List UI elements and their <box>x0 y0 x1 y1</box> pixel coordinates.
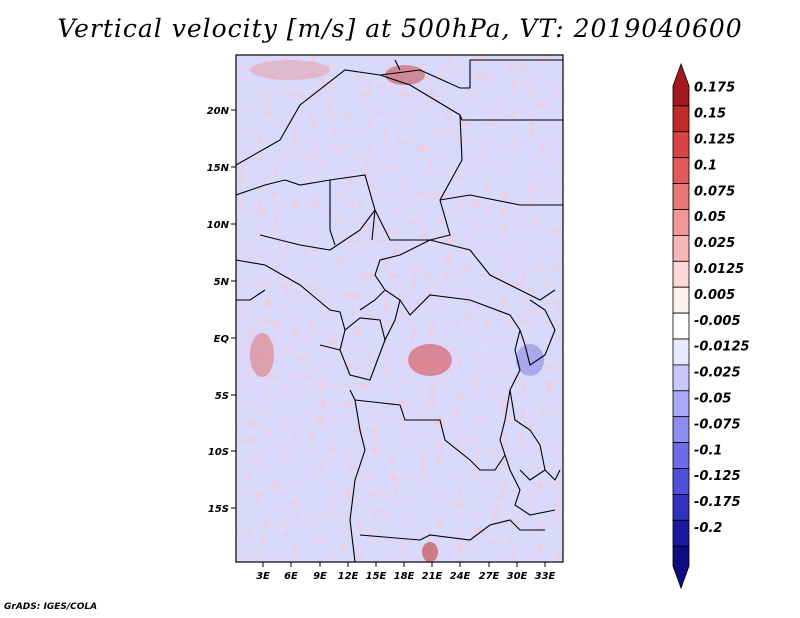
colorbar: 0.175 0.15 0.125 0.1 0.075 0.05 0.025 0.0125 0.0… <box>672 62 750 590</box>
lon-label: 24E <box>450 571 471 582</box>
colorbar-label: -0.05 <box>694 392 731 407</box>
colorbar-label: -0.125 <box>694 469 741 484</box>
colorbar-swatch <box>672 390 690 418</box>
lon-label: 21E <box>422 571 443 582</box>
lon-label: 12E <box>338 571 359 582</box>
colorbar-swatch <box>672 519 690 547</box>
colorbar-label: -0.025 <box>694 366 741 381</box>
colorbar-label: 0.125 <box>694 133 735 148</box>
longitude-axis: 3E 6E 9E 12E 15E 18E 21E 24E 27E 30E 33E <box>256 562 556 582</box>
colorbar-swatch <box>672 105 690 133</box>
lat-label: 20N <box>207 106 230 117</box>
lon-label: 30E <box>507 571 528 582</box>
lon-label: 33E <box>535 571 556 582</box>
colorbar-label: -0.2 <box>694 521 722 536</box>
colorbar-label: -0.075 <box>694 417 741 432</box>
latitude-axis: 20N 15N 10N 5N EQ 5S 10S 15S <box>207 106 236 515</box>
lon-label: 15E <box>366 571 387 582</box>
colorbar-label: -0.005 <box>694 314 741 329</box>
chart-title: Vertical velocity [m/s] at 500hPa, VT: 2… <box>57 14 743 43</box>
colorbar-swatch <box>672 157 690 184</box>
colorbar-swatch <box>672 183 690 210</box>
colorbar-swatch <box>672 209 690 236</box>
colorbar-swatch <box>672 62 690 107</box>
colorbar-swatch <box>672 131 690 159</box>
lon-label: 9E <box>313 571 327 582</box>
colorbar-label: 0.0125 <box>694 262 744 277</box>
colorbar-label: 0.175 <box>694 81 735 96</box>
map-field <box>236 55 563 562</box>
lon-label: 18E <box>394 571 415 582</box>
colorbar-label: 0.15 <box>694 107 726 122</box>
map-frame <box>235 54 564 563</box>
colorbar-label: 0.025 <box>694 236 735 251</box>
colorbar-swatch <box>672 312 690 340</box>
lon-label: 27E <box>479 571 500 582</box>
lat-label: 5N <box>214 277 230 288</box>
colorbar-swatch <box>672 234 690 262</box>
colorbar-swatch <box>672 442 690 469</box>
colorbar-swatch <box>672 260 690 288</box>
lat-label: EQ <box>214 334 230 345</box>
colorbar-label: -0.1 <box>694 443 722 458</box>
lon-label: 3E <box>256 571 270 582</box>
colorbar-label: -0.0125 <box>694 340 750 355</box>
lon-label: 6E <box>284 571 298 582</box>
colorbar-label: 0.005 <box>694 288 735 303</box>
colorbar-swatch <box>672 493 690 521</box>
colorbar-swatch <box>672 416 690 444</box>
colorbar-swatch <box>672 338 690 366</box>
colorbar-label: -0.175 <box>694 495 741 510</box>
colorbar-swatch <box>672 364 690 392</box>
credit-text: GrADS: IGES/COLA <box>4 602 98 612</box>
colorbar-swatch <box>672 545 690 590</box>
lat-label: 15S <box>208 504 229 515</box>
colorbar-label: 0.05 <box>694 210 726 225</box>
country-boundaries <box>236 59 563 562</box>
lat-label: 10N <box>207 220 230 231</box>
lat-label: 15N <box>207 163 230 174</box>
colorbar-label: 0.1 <box>694 158 717 173</box>
colorbar-swatch <box>672 468 690 495</box>
colorbar-label: 0.075 <box>694 184 735 199</box>
lat-label: 5S <box>215 391 229 402</box>
colorbar-swatch <box>672 286 690 314</box>
lat-label: 10S <box>208 447 229 458</box>
